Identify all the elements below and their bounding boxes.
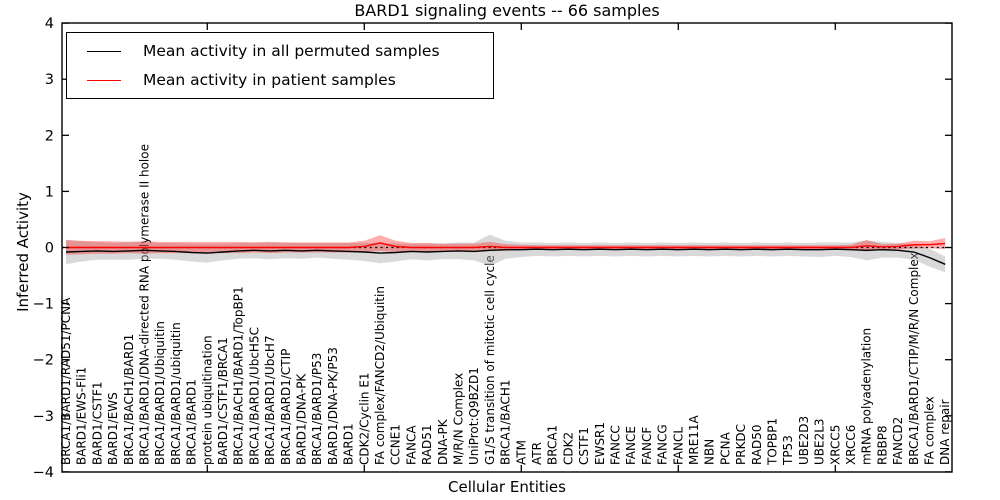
x-tick-label: DNA-PK [436, 418, 450, 465]
x-tick-label: CSTF1 [577, 427, 591, 465]
x-tick-label: G1/S transition of mitotic cell cycle [483, 255, 497, 465]
x-tick-label: FANCL [671, 427, 685, 465]
x-tick-label: BRCA1/BARD1/RAD51/PCNA [59, 297, 73, 465]
x-tick-label: BRCA1/BARD1/CTIP [279, 349, 293, 465]
legend-label-permuted: Mean activity in all permuted samples [143, 42, 440, 60]
patient-line-swatch [87, 79, 121, 81]
x-tick-label: CCNE1 [389, 424, 403, 465]
x-tick-label: XRCC5 [828, 425, 842, 465]
x-tick-label: BARD1/DNA-PK/P53 [326, 347, 340, 465]
y-tick-label: 0 [45, 241, 54, 257]
x-tick-label: BARD1/EWS-Fli1 [75, 367, 89, 465]
x-tick-label: RBBP8 [875, 425, 889, 465]
x-tick-label: BARD1/CSTF1 [90, 381, 104, 465]
x-tick-label: FANCE [624, 426, 638, 465]
x-tick-label: ATR [530, 442, 544, 465]
x-tick-label: MRE11A [687, 414, 701, 465]
x-tick-label: BARD1/CSTF1/BRCA1 [216, 337, 230, 465]
patient-line [66, 242, 946, 249]
y-axis-title: Inferred Activity [14, 192, 32, 312]
x-tick-label: RAD50 [750, 424, 764, 465]
x-tick-label: ATM [514, 440, 528, 465]
x-tick-label: CDK2/Cyclin E1 [357, 372, 371, 465]
x-tick-label: BRCA1/BARD1/ubiquitin [169, 322, 183, 465]
legend-entry-patient: Mean activity in patient samples [79, 69, 481, 91]
permuted-band [66, 234, 946, 273]
x-tick-label: UniProt:Q9BZD1 [467, 367, 481, 465]
x-tick-label: BRCA1/BARD1 [185, 379, 199, 465]
x-tick-label: BRCA1/BARD1/UbcH5C [247, 327, 261, 465]
y-tick-label: 1 [45, 184, 54, 200]
x-tick-label: TP53 [781, 435, 795, 466]
x-tick-label: protein ubiquitination [200, 335, 214, 465]
x-tick-label: BRCA1/BARD1/P53 [310, 353, 324, 465]
x-tick-label: PCNA [718, 431, 732, 465]
y-tick-label: −2 [33, 353, 54, 369]
x-tick-label: EWSR1 [593, 422, 607, 465]
legend-box: Mean activity in all permuted samples Me… [66, 32, 494, 99]
x-tick-label: UBE2L3 [813, 418, 827, 465]
legend-label-patient: Mean activity in patient samples [143, 71, 396, 89]
chart-title: BARD1 signaling events -- 66 samples [354, 1, 660, 20]
legend-entry-permuted: Mean activity in all permuted samples [79, 40, 481, 62]
x-entity-labels: BRCA1/BARD1/RAD51/PCNA BARD1/EWS-Fli1 BARD… [59, 144, 952, 466]
x-tick-label: BRCA1/BARD1/CTIP/M/R/N Complex [907, 252, 921, 465]
x-tick-label: FANCA [404, 425, 418, 465]
x-tick-label: BARD1/DNA-PK [295, 373, 309, 465]
y-tick-label: −4 [33, 465, 54, 481]
y-tick-label: 3 [45, 72, 54, 88]
x-tick-label: BRCA1/BARD1/DNA-directed RNA polymerase … [138, 144, 152, 465]
x-axis-title: Cellular Entities [448, 478, 566, 496]
x-tick-label: BRCA1 [546, 425, 560, 465]
y-tick-label: 2 [45, 128, 54, 144]
y-tick-label: −3 [33, 409, 54, 425]
x-tick-label: FANCD2 [891, 417, 905, 465]
x-tick-label: BRCA1/BACH1/BARD1 [122, 334, 136, 465]
x-tick-label: FANCF [640, 427, 654, 465]
x-tick-label: TOPBP1 [766, 418, 780, 466]
y-axis-ticks: −4 −3 −2 −1 0 1 2 3 4 [33, 16, 952, 481]
x-tick-label: BARD1 [342, 423, 356, 465]
x-tick-label: BARD1/EWS [106, 392, 120, 465]
y-tick-label: −1 [33, 297, 54, 313]
x-tick-label: FA complex [923, 396, 937, 465]
x-tick-label: FANCC [609, 425, 623, 465]
x-tick-label: FANCG [656, 424, 670, 465]
x-tick-label: mRNA polyadenylation [860, 328, 874, 465]
x-tick-label: RAD51 [420, 424, 434, 465]
x-tick-label: FA complex/FANCD2/Ubiquitin [373, 286, 387, 465]
x-tick-label: UBE2D3 [797, 416, 811, 465]
x-tick-label: BRCA1/BACH1/BARD1/TopBP1 [232, 286, 246, 465]
x-tick-label: BRCA1/BARD1/Ubiquitin [153, 321, 167, 465]
y-tick-label: 4 [45, 16, 54, 32]
x-tick-label: BRCA1/BARD1/UbcH7 [263, 335, 277, 465]
x-tick-label: NBN [703, 439, 717, 465]
x-tick-label: CDK2 [561, 432, 575, 465]
x-tick-label: M/R/N Complex [452, 373, 466, 465]
x-tick-label: XRCC6 [844, 425, 858, 465]
x-tick-label: DNA repair [938, 399, 952, 465]
x-tick-label: PRKDC [734, 424, 748, 465]
permuted-line-swatch [87, 50, 121, 52]
x-major-ticks [206, 23, 836, 472]
x-tick-label: BRCA1/BACH1 [499, 379, 513, 465]
permuted-line [65, 248, 946, 265]
